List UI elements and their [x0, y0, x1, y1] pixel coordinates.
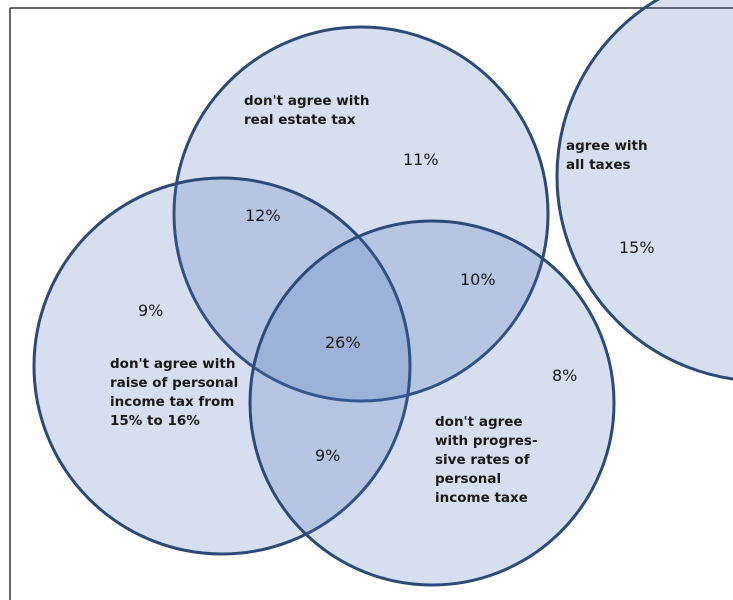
- region-value: 12%: [245, 206, 281, 225]
- set-label: 15% to 16%: [110, 413, 200, 429]
- set-label: all taxes: [566, 157, 631, 173]
- region-value: 26%: [325, 333, 361, 352]
- set-label: don't agree with: [110, 356, 235, 372]
- region-value: 10%: [460, 270, 496, 289]
- set-label: agree with: [566, 138, 648, 154]
- set-circle: [32, 176, 412, 556]
- set-label: income taxe: [435, 490, 528, 506]
- region-value: 8%: [552, 366, 577, 385]
- region-value: 15%: [619, 238, 655, 257]
- set-label: real estate tax: [244, 112, 356, 128]
- set-label: raise of personal: [110, 375, 238, 391]
- region-value: 11%: [403, 150, 439, 169]
- set-label: don't agree: [435, 414, 523, 430]
- set-label: personal: [435, 471, 501, 487]
- set-circle: [555, 0, 733, 381]
- set-circle: [248, 219, 616, 587]
- set-label: sive rates of: [435, 452, 530, 468]
- labels: don't agree with real estate tax don't agr…: [110, 93, 648, 506]
- set-label: don't agree with: [244, 93, 369, 109]
- region-value: 9%: [138, 301, 163, 320]
- region-value: 9%: [315, 446, 340, 465]
- set-label: with progres-: [435, 433, 538, 449]
- set-circle: [172, 25, 550, 403]
- set-label: income tax from: [110, 394, 234, 410]
